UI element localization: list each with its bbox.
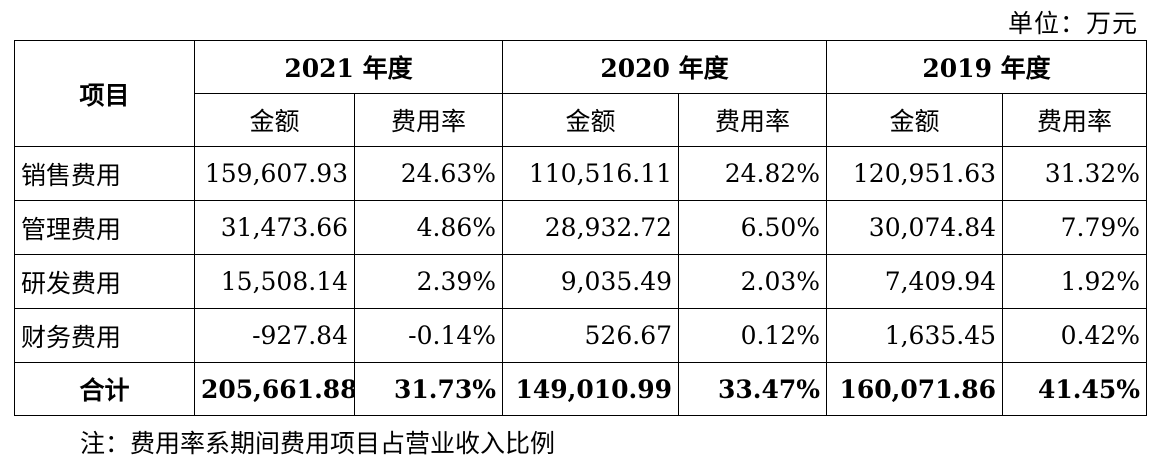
table-cell: 110,516.11 [502,146,680,201]
header-rate: 费用率 [353,93,504,147]
table-row: 研发费用 15,508.14 2.39% 9,035.49 2.03% 7,409.94 1… [14,254,1148,309]
expense-table: 项目 2021 年度 2020 年度 2019 年度 金额 费用率 金额 费用率… [14,40,1148,416]
table-cell: 1.92% [1002,254,1148,309]
row-label: 财务费用 [14,308,195,363]
table-row: 销售费用 159,607.93 24.63% 110,516.11 24.82% 120,… [14,146,1148,201]
table-cell: 24.82% [678,146,828,201]
total-cell: 149,010.99 [502,362,680,416]
table-cell: 2.03% [678,254,828,309]
table-cell: 15,508.14 [194,254,355,309]
table-cell: -0.14% [353,308,504,363]
header-year-2020: 2020 年度 [502,40,828,94]
row-label: 研发费用 [14,254,195,309]
row-label: 销售费用 [14,146,195,201]
footnote: 注：费用率系期间费用项目占营业收入比例 [80,429,556,458]
total-cell: 41.45% [1002,362,1148,416]
total-cell: 33.47% [678,362,828,416]
table-cell: 2.39% [353,254,504,309]
header-year-2021: 2021 年度 [193,40,504,94]
table-cell: 28,932.72 [502,200,680,255]
table-cell: 1,635.45 [826,308,1004,363]
table-row: 管理费用 31,473.66 4.86% 28,932.72 6.50% 30,074.8… [14,200,1148,255]
table-cell: 7,409.94 [826,254,1004,309]
table-cell: -927.84 [194,308,355,363]
header-amount: 金额 [194,93,355,147]
table-cell: 4.86% [353,200,504,255]
header-amount: 金额 [502,93,680,147]
table-cell: 24.63% [353,146,504,201]
table-cell: 6.50% [678,200,828,255]
table-cell: 526.67 [502,308,680,363]
header-item: 项目 [14,40,195,147]
table-cell: 31,473.66 [194,200,355,255]
table-cell: 120,951.63 [826,146,1004,201]
total-cell: 205,661.88 [194,362,355,416]
table-cell: 0.12% [678,308,828,363]
header-year-2019: 2019 年度 [826,40,1148,94]
total-row: 合计 205,661.88 31.73% 149,010.99 33.47% 1… [14,362,1148,416]
header-row-years: 项目 2021 年度 2020 年度 2019 年度 [14,40,1148,147]
table-cell: 159,607.93 [194,146,355,201]
header-amount: 金额 [826,93,1004,147]
header-rate: 费用率 [678,93,828,147]
table-cell: 7.79% [1002,200,1148,255]
total-cell: 160,071.86 [826,362,1004,416]
table-row: 财务费用 -927.84 -0.14% 526.67 0.12% 1,635.45 0.42… [14,308,1148,363]
total-cell: 31.73% [353,362,504,416]
unit-label: 单位：万元 [1007,9,1138,38]
table-cell: 31.32% [1002,146,1148,201]
total-label: 合计 [14,362,195,416]
table-cell: 0.42% [1002,308,1148,363]
table-cell: 30,074.84 [826,200,1004,255]
row-label: 管理费用 [14,200,195,255]
header-rate: 费用率 [1002,93,1148,147]
table-cell: 9,035.49 [502,254,680,309]
